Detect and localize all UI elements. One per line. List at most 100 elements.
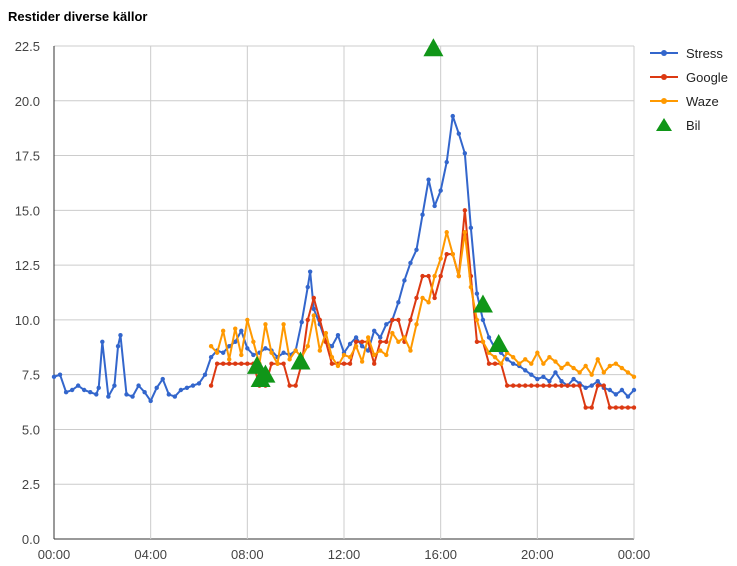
data-point	[329, 361, 335, 366]
data-point	[251, 339, 256, 344]
data-point	[130, 394, 135, 399]
data-point	[547, 379, 552, 384]
legend-label: Waze	[686, 94, 719, 109]
data-point	[565, 361, 570, 366]
y-tick-label: 22.5	[15, 39, 40, 54]
data-point	[625, 394, 631, 399]
data-marker	[255, 364, 276, 383]
y-tick-label: 17.5	[15, 149, 40, 164]
data-point	[281, 322, 286, 327]
y-tick-label: 10.0	[15, 313, 40, 328]
data-point	[504, 383, 510, 388]
data-point	[396, 317, 401, 323]
data-point	[378, 339, 383, 344]
data-point	[269, 361, 274, 366]
data-point	[118, 333, 123, 338]
x-tick-label: 12:00	[328, 547, 361, 562]
data-point	[317, 317, 323, 323]
data-point	[553, 370, 558, 375]
data-point	[474, 291, 480, 296]
data-point	[142, 389, 147, 395]
data-point	[214, 361, 220, 366]
data-point	[480, 317, 486, 323]
data-point	[619, 365, 625, 371]
data-point	[359, 359, 365, 364]
data-point	[263, 322, 268, 327]
data-point	[583, 385, 588, 391]
data-point	[571, 376, 576, 382]
data-point	[426, 273, 431, 279]
data-point	[510, 361, 516, 366]
data-point	[456, 273, 461, 279]
data-point	[184, 385, 190, 391]
data-point	[396, 339, 401, 344]
legend-item: Stress	[650, 46, 723, 61]
data-point	[239, 352, 244, 358]
data-point	[535, 383, 540, 388]
data-point	[486, 361, 492, 366]
legend-dot-swatch	[661, 74, 667, 80]
data-point	[233, 326, 238, 331]
data-point	[287, 357, 292, 362]
series-line	[53, 115, 635, 402]
data-point	[631, 387, 637, 393]
data-point	[625, 405, 631, 410]
data-point	[432, 295, 437, 301]
data-point	[208, 354, 214, 360]
data-point	[474, 339, 480, 344]
data-point	[124, 392, 129, 397]
data-point	[510, 354, 516, 360]
legend-label: Google	[686, 70, 728, 85]
data-point	[408, 348, 413, 353]
data-point	[100, 339, 105, 344]
data-point	[329, 354, 335, 360]
data-point	[372, 328, 377, 334]
legend-label: Bil	[686, 118, 701, 133]
data-point	[607, 363, 613, 369]
x-tick-label: 20:00	[521, 547, 554, 562]
data-point	[239, 328, 244, 334]
data-marker	[290, 351, 311, 370]
data-point	[347, 341, 353, 347]
data-point	[341, 361, 347, 366]
data-point	[208, 343, 214, 349]
data-point	[577, 370, 582, 375]
data-point	[245, 361, 250, 366]
data-point	[384, 352, 389, 358]
data-point	[227, 343, 232, 349]
data-point	[565, 383, 570, 388]
data-point	[480, 339, 486, 344]
data-point	[414, 247, 419, 252]
y-tick-label: 0.0	[22, 532, 40, 547]
data-point	[317, 348, 323, 353]
data-point	[372, 361, 377, 366]
data-point	[408, 317, 413, 323]
x-tick-label: 08:00	[231, 547, 264, 562]
legend-label: Stress	[686, 46, 723, 61]
data-point	[547, 383, 552, 388]
data-point	[220, 361, 226, 366]
data-point	[541, 383, 546, 388]
data-point	[275, 361, 280, 366]
legend-item: Google	[650, 70, 728, 85]
data-point	[220, 328, 226, 334]
axis-ticks: 0.0 2.5 5.0 7.5 10.0 12.5 15.0 17.5 20.0 22.5 00:0…	[15, 39, 651, 562]
data-point	[335, 333, 341, 338]
data-point	[631, 374, 637, 380]
data-point	[402, 278, 407, 283]
data-point	[293, 383, 298, 388]
data-point	[529, 383, 534, 388]
data-point	[523, 357, 528, 362]
data-point	[517, 383, 522, 388]
data-point	[583, 363, 588, 369]
data-point	[378, 335, 383, 340]
legend: Stress Google Waze Bil	[650, 46, 728, 133]
x-tick-label: 00:00	[38, 547, 71, 562]
data-point	[619, 405, 625, 410]
data-point	[233, 361, 238, 366]
data-point	[426, 300, 431, 305]
data-point	[426, 177, 431, 182]
data-point	[94, 392, 99, 397]
data-point	[154, 385, 159, 391]
data-point	[263, 346, 268, 351]
